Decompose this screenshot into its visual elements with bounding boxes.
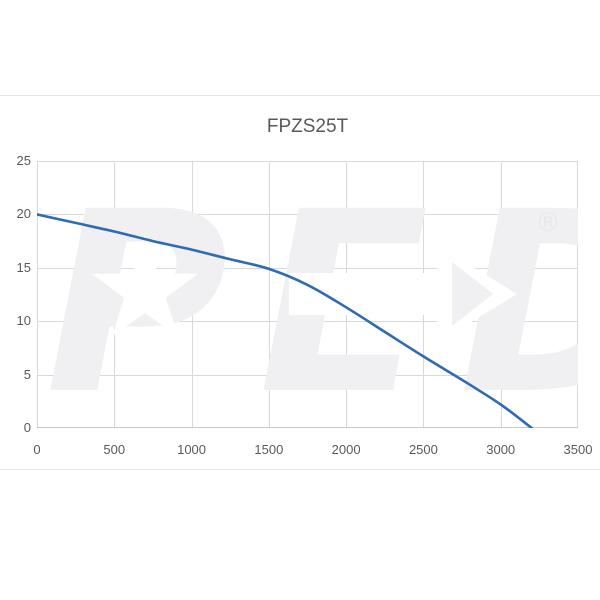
- top-divider: [0, 95, 600, 96]
- x-tick-label: 2500: [408, 442, 438, 457]
- plot-area: PED ®: [37, 161, 578, 428]
- y-tick-label: 25: [16, 153, 31, 168]
- bottom-divider: [0, 469, 600, 470]
- y-tick-label: 10: [16, 313, 31, 329]
- chart-svg: PED ®: [37, 161, 578, 428]
- y-tick-label: 0: [23, 420, 31, 435]
- y-tick-label: 15: [16, 259, 31, 275]
- y-tick-label: 5: [23, 366, 31, 382]
- x-tick-label: 3500: [563, 442, 593, 457]
- x-tick-label: 0: [33, 442, 41, 457]
- arrow-head-inner: [452, 262, 493, 326]
- x-tick-label: 3000: [486, 442, 516, 457]
- x-tick-label: 500: [103, 442, 126, 457]
- y-tick-label: 20: [16, 206, 31, 222]
- series-layer: [37, 213, 533, 428]
- x-tick-label: 1000: [177, 442, 207, 457]
- registered-trademark-icon: ®: [535, 208, 561, 238]
- arrow-shaft: [289, 273, 445, 315]
- star-icon: [91, 235, 199, 337]
- series-line: [37, 213, 533, 428]
- chart-title: FPZS25T: [266, 116, 349, 137]
- x-tick-label: 1500: [254, 442, 284, 457]
- ped-watermark: PED ®: [45, 161, 578, 428]
- x-tick-label: 2000: [331, 442, 361, 457]
